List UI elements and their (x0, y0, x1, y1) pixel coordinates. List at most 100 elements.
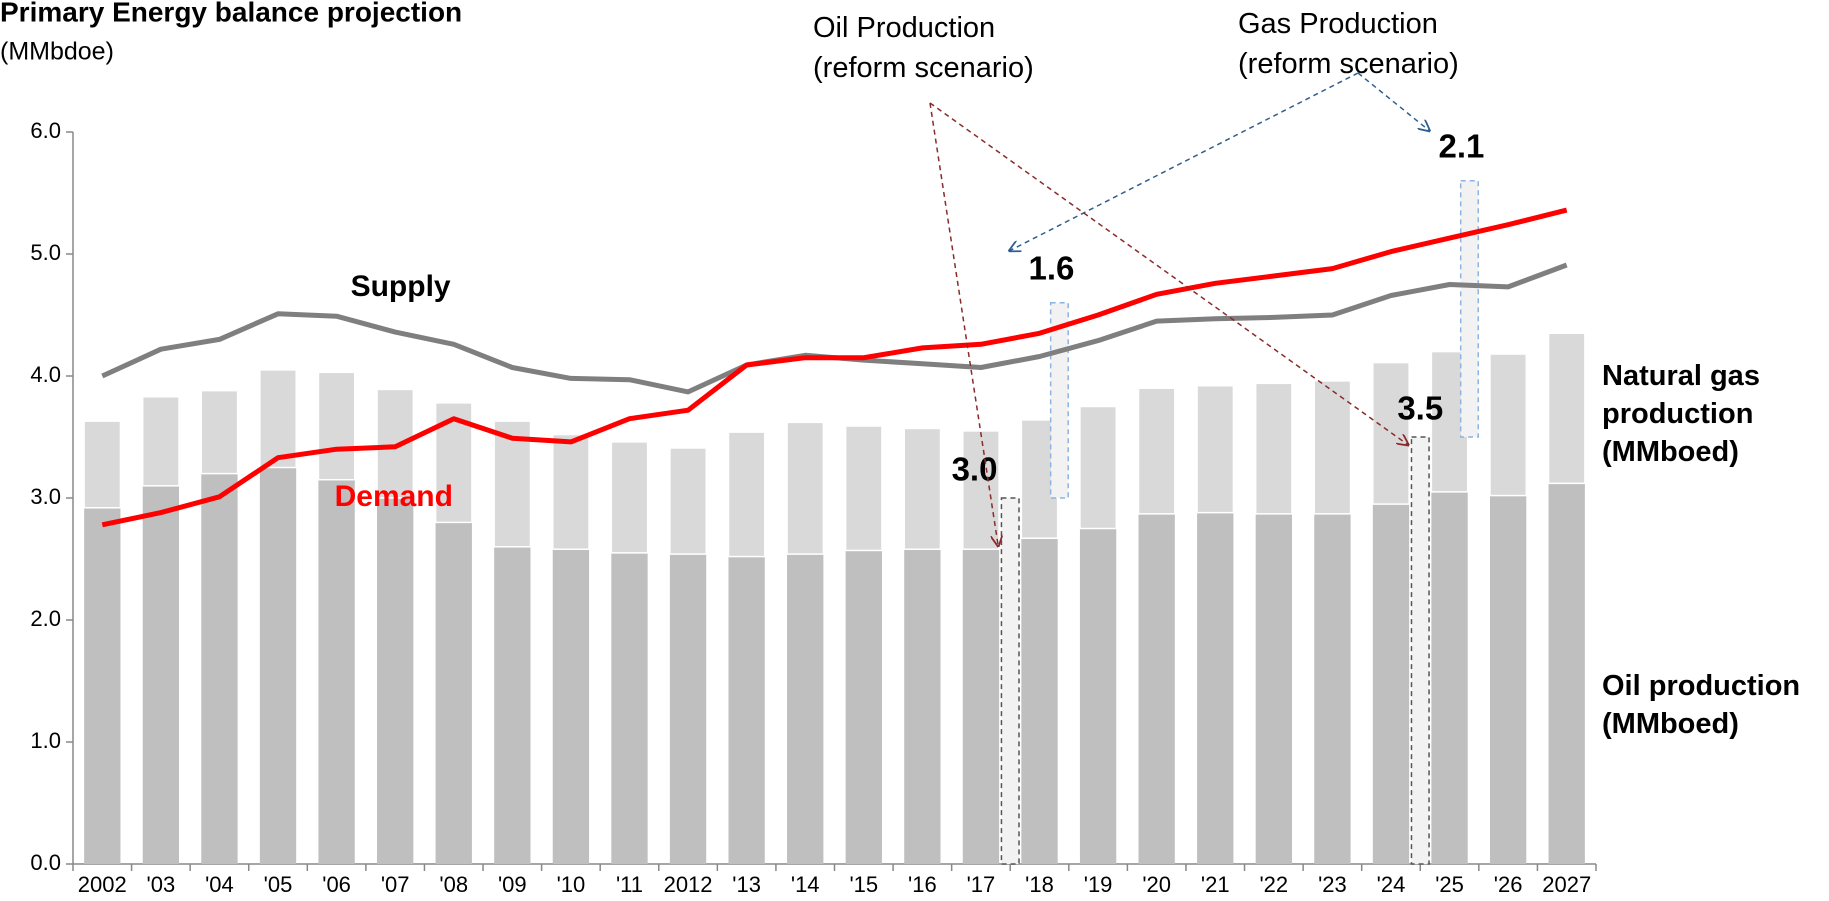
x-tick-label: '21 (1201, 872, 1230, 897)
bar-segment (1254, 382, 1293, 515)
x-tick-label: 2012 (664, 872, 713, 897)
y-tick-label: 6.0 (30, 118, 61, 143)
bar-segment (727, 431, 766, 558)
bar-segment (1137, 387, 1176, 515)
bar-segment (259, 369, 297, 469)
bar-segment (1314, 513, 1351, 864)
bar-segment (1431, 491, 1468, 864)
x-tick-label: '05 (264, 872, 293, 897)
bar-segment (494, 546, 531, 864)
x-tick-label: 2027 (1542, 872, 1591, 897)
reform-oil-label: 3.0 (952, 451, 998, 488)
bar-segment (83, 420, 122, 509)
reform-gas-box (1459, 180, 1480, 438)
y-tick-label: 2.0 (30, 606, 61, 631)
y-tick-label: 0.0 (30, 850, 61, 875)
x-tick-label: '10 (557, 872, 586, 897)
bar-segment (903, 427, 942, 550)
bar-segment (1489, 353, 1528, 497)
bar-segment (611, 552, 648, 864)
x-tick-label: '25 (1435, 872, 1464, 897)
line-label: Supply (351, 270, 451, 303)
bar-segment (904, 549, 941, 864)
x-tick-label: '16 (908, 872, 937, 897)
bar-segment (200, 389, 239, 475)
arrow (1009, 72, 1359, 251)
x-tick-label: 2002 (78, 872, 127, 897)
bar-segment (962, 430, 1000, 550)
reform-gas-label: 1.6 (1028, 250, 1074, 287)
x-tick-label: '07 (381, 872, 410, 897)
bar-segment (1547, 332, 1586, 485)
bar-segment (669, 554, 707, 864)
x-tick-label: '03 (147, 872, 176, 897)
x-tick-label: '26 (1494, 872, 1523, 897)
bar-segment (1197, 512, 1234, 864)
arrow (929, 102, 998, 546)
bar-segment (1021, 538, 1058, 864)
bar-segment (844, 425, 883, 552)
x-tick-label: '23 (1318, 872, 1347, 897)
chart-subtitle: (MMbdoe) (0, 38, 114, 66)
x-tick-label: '20 (1142, 872, 1171, 897)
bar-label: Oil production (MMboed) (1602, 670, 1801, 740)
bar-segment (377, 498, 414, 864)
bar-segment (317, 371, 356, 481)
x-tick-label: '19 (1084, 872, 1113, 897)
bar-segment (787, 554, 824, 864)
x-tick-label: '06 (322, 872, 351, 897)
bar-segment (84, 507, 121, 864)
reform-oil-box (1000, 497, 1020, 865)
bar-segment (552, 549, 590, 864)
bar-segment (141, 395, 180, 487)
x-tick-label: '15 (849, 872, 878, 897)
bar-segment (1079, 528, 1117, 864)
bar-segment (259, 467, 297, 864)
bar-segment (1079, 405, 1118, 530)
x-tick-label: '18 (1025, 872, 1054, 897)
y-tick-label: 4.0 (30, 362, 61, 387)
bar-segment (493, 420, 532, 548)
x-tick-label: '11 (616, 872, 643, 897)
bar-segment (669, 447, 707, 555)
x-tick-label: '14 (791, 872, 820, 897)
x-tick-label: '08 (439, 872, 468, 897)
bar-segment (1255, 513, 1292, 864)
line (101, 207, 1568, 528)
y-tick-label: 3.0 (30, 484, 61, 509)
y-tick-label: 1.0 (30, 728, 61, 753)
x-tick-label: '13 (732, 872, 761, 897)
bar-segment (318, 479, 355, 864)
x-tick-label: '04 (205, 872, 234, 897)
bar-segment (435, 522, 472, 864)
chart-title: Primary Energy balance projection (0, 0, 462, 27)
y-tick-label: 5.0 (30, 240, 61, 265)
bar-segment (1548, 483, 1585, 864)
bar-segment (1489, 495, 1527, 864)
bar-segment (1138, 513, 1175, 864)
bar-segment (142, 485, 180, 864)
line-label: Demand (335, 480, 453, 513)
bar-segment (962, 549, 1000, 864)
reform-oil-box (1410, 436, 1430, 865)
x-tick-label: '09 (498, 872, 527, 897)
arrow (1357, 72, 1429, 131)
bar-segment (728, 556, 765, 864)
annotation: Gas Production (reform scenario) (1238, 8, 1459, 80)
reform-gas-label: 2.1 (1439, 128, 1485, 165)
reform-gas-box (1049, 302, 1069, 499)
annotation: Oil Production (reform scenario) (813, 12, 1034, 84)
x-tick-label: '17 (967, 872, 996, 897)
bar-segment (845, 550, 882, 864)
arrow (929, 102, 1408, 445)
bar-segment (551, 433, 590, 550)
bar-label: Natural gas production (MMboed) (1602, 360, 1760, 468)
bar-segment (1196, 385, 1235, 514)
bar-segment (610, 441, 649, 554)
bar-segment (201, 473, 238, 864)
bar-segment (1313, 380, 1352, 515)
reform-oil-label: 3.5 (1397, 390, 1443, 427)
x-tick-label: '22 (1259, 872, 1288, 897)
